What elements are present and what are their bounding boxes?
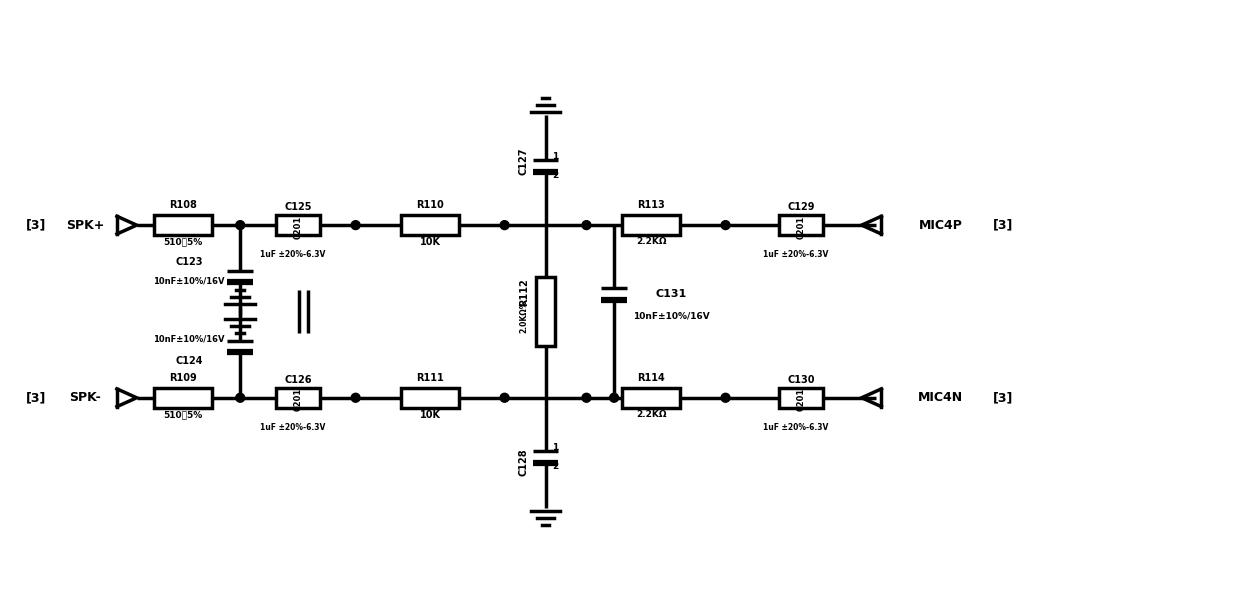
Circle shape bbox=[610, 394, 618, 402]
Text: 10K: 10K bbox=[420, 237, 441, 247]
Circle shape bbox=[721, 394, 730, 402]
Text: 10nF±10%/16V: 10nF±10%/16V bbox=[633, 312, 710, 321]
Text: 2.2KΩ: 2.2KΩ bbox=[636, 238, 667, 246]
Text: [3]: [3] bbox=[26, 219, 46, 231]
Bar bbox=[401, 388, 458, 408]
Text: MIC4P: MIC4P bbox=[918, 219, 963, 231]
Bar bbox=[155, 388, 212, 408]
Circle shape bbox=[721, 220, 730, 230]
Bar bbox=[622, 216, 680, 235]
Text: 1uF ±20%-6.3V: 1uF ±20%-6.3V bbox=[763, 423, 829, 432]
Text: 510΢5%: 510΢5% bbox=[164, 238, 203, 246]
Bar bbox=[779, 388, 823, 408]
Text: C129: C129 bbox=[787, 203, 815, 212]
Circle shape bbox=[582, 394, 591, 402]
Text: C131: C131 bbox=[655, 289, 686, 298]
Text: R113: R113 bbox=[637, 200, 665, 211]
Text: SPK+: SPK+ bbox=[66, 219, 104, 231]
Text: 1uF ±20%-6.3V: 1uF ±20%-6.3V bbox=[763, 251, 829, 259]
Circle shape bbox=[351, 220, 361, 230]
Bar bbox=[155, 216, 212, 235]
Text: 510΢5%: 510΢5% bbox=[164, 410, 203, 419]
Text: 0201: 0201 bbox=[797, 388, 805, 411]
Text: MIC4N: MIC4N bbox=[918, 391, 963, 404]
Text: 2.2KΩ: 2.2KΩ bbox=[636, 410, 667, 419]
Text: 1: 1 bbox=[553, 152, 559, 161]
Text: 10nF±10%/16V: 10nF±10%/16V bbox=[154, 334, 224, 343]
Circle shape bbox=[501, 220, 509, 230]
Text: 2: 2 bbox=[553, 462, 559, 472]
Bar bbox=[779, 216, 823, 235]
Bar bbox=[622, 388, 680, 408]
Circle shape bbox=[235, 394, 244, 402]
Circle shape bbox=[501, 394, 509, 402]
Circle shape bbox=[351, 394, 361, 402]
Bar bbox=[276, 216, 320, 235]
Text: [3]: [3] bbox=[992, 219, 1014, 231]
Text: C127: C127 bbox=[519, 147, 529, 175]
Text: 10nF±10%/16V: 10nF±10%/16V bbox=[154, 277, 224, 286]
Text: C123: C123 bbox=[175, 257, 203, 266]
Text: R111: R111 bbox=[416, 373, 444, 383]
Text: 1uF ±20%-6.3V: 1uF ±20%-6.3V bbox=[260, 251, 326, 259]
Bar bbox=[535, 277, 555, 346]
Text: 10K: 10K bbox=[420, 410, 441, 419]
Text: C126: C126 bbox=[284, 375, 312, 385]
Text: R112: R112 bbox=[519, 278, 529, 306]
Text: [3]: [3] bbox=[26, 391, 46, 404]
Text: 1: 1 bbox=[553, 443, 559, 451]
Text: R114: R114 bbox=[637, 373, 665, 383]
Text: 0201: 0201 bbox=[797, 216, 805, 239]
Text: 0201: 0201 bbox=[294, 216, 302, 239]
Bar bbox=[401, 216, 458, 235]
Text: 0201: 0201 bbox=[294, 388, 302, 411]
Text: R109: R109 bbox=[170, 373, 197, 383]
Text: C128: C128 bbox=[519, 448, 529, 476]
Text: C125: C125 bbox=[284, 203, 312, 212]
Text: [3]: [3] bbox=[992, 391, 1014, 404]
Text: 2: 2 bbox=[553, 171, 559, 181]
Text: SPK-: SPK- bbox=[69, 391, 102, 404]
Text: C124: C124 bbox=[175, 356, 203, 367]
Text: R110: R110 bbox=[416, 200, 444, 211]
Text: R108: R108 bbox=[169, 200, 197, 211]
Text: 1uF ±20%-6.3V: 1uF ±20%-6.3V bbox=[260, 423, 326, 432]
Text: 2.0KΩ%: 2.0KΩ% bbox=[519, 300, 528, 333]
Circle shape bbox=[582, 220, 591, 230]
Circle shape bbox=[235, 220, 244, 230]
Text: C130: C130 bbox=[787, 375, 815, 385]
Bar bbox=[276, 388, 320, 408]
